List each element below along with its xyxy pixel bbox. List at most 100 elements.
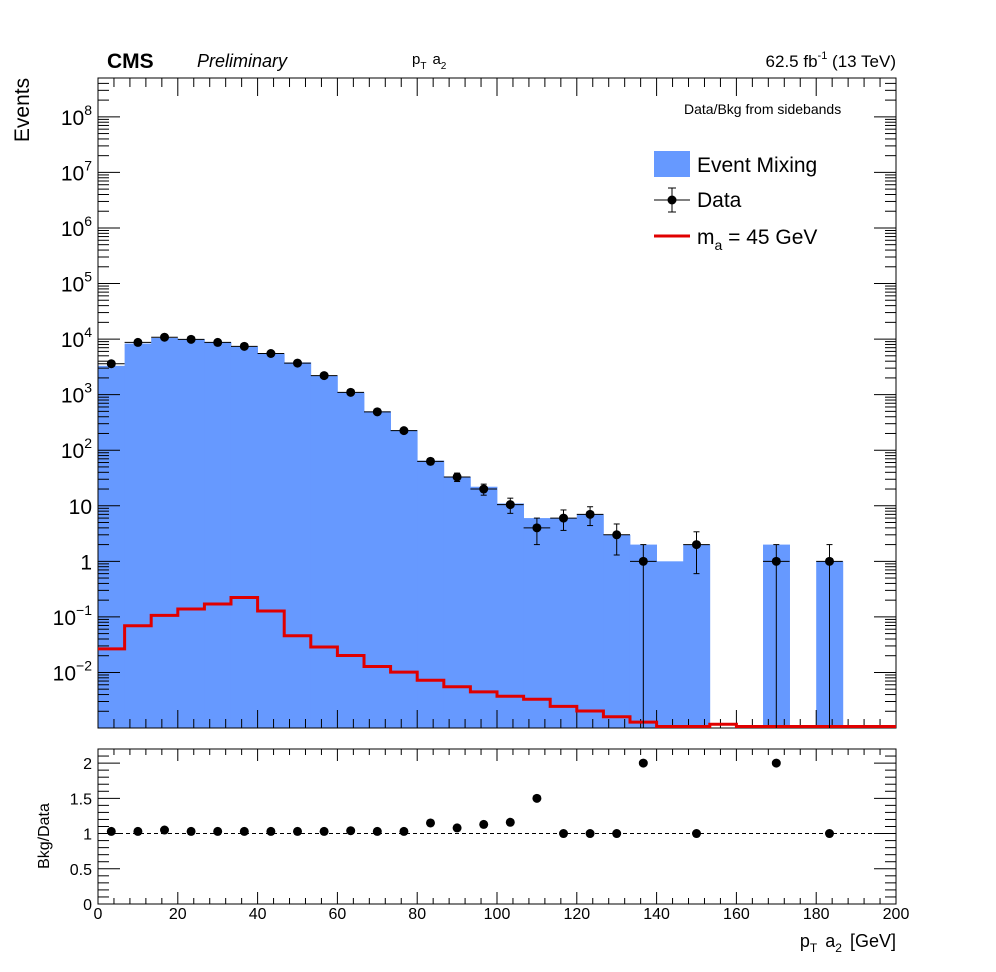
ratio-y-tick-label: 1	[83, 827, 92, 844]
y-tick-label: 1	[80, 551, 92, 574]
ratio-point	[559, 829, 569, 839]
data-marker	[160, 332, 170, 342]
data-marker	[399, 426, 409, 436]
mixing-bin	[656, 561, 684, 728]
data-point	[550, 509, 577, 531]
y-tick-label: 106	[61, 213, 92, 241]
legend: Event Mixing Data ma = 45 GeV	[654, 151, 817, 253]
ratio-y-tick-label: 0.5	[70, 862, 92, 879]
data-marker	[452, 472, 462, 482]
ratio-point	[585, 829, 595, 839]
ratio-x-tick-label: 160	[723, 906, 750, 923]
ratio-point	[425, 818, 435, 828]
data-point	[231, 341, 258, 351]
ratio-y-tick-label: 1.5	[70, 791, 92, 808]
data-marker	[612, 530, 622, 540]
ratio-plot-panel: 00.511.520 20 40 60 80 100 120 140 160 180 200Bkg/…	[36, 748, 910, 955]
lumi-label: 62.5 fb-1 (13 TeV)	[766, 50, 896, 71]
data-point	[177, 334, 205, 344]
mixing-bin	[390, 430, 418, 728]
data-marker	[479, 484, 489, 494]
ratio-frame	[97, 748, 897, 905]
data-point	[683, 531, 710, 575]
ratio-x-tick-label: 60	[329, 906, 347, 923]
data-marker	[213, 337, 223, 347]
main-y-axis-label: Events	[11, 78, 34, 142]
experiment-label: CMS	[107, 50, 154, 73]
mixing-bin	[470, 486, 498, 728]
legend-mixing-swatch	[654, 151, 690, 177]
data-point	[204, 337, 232, 347]
ratio-point	[106, 826, 116, 836]
status-label: Preliminary	[197, 51, 288, 71]
mixing-bin	[523, 518, 551, 728]
mixing-bin	[98, 365, 126, 728]
ratio-x-tick-label: 80	[408, 906, 426, 923]
data-point	[337, 387, 364, 397]
data-marker	[692, 540, 701, 550]
data-marker	[346, 387, 356, 397]
data-marker	[372, 407, 382, 417]
ratio-point	[532, 793, 542, 803]
legend-data-marker	[654, 187, 690, 213]
ratio-point	[505, 817, 515, 827]
y-tick-label: 102	[61, 435, 92, 463]
data-marker	[239, 341, 249, 351]
ratio-point	[133, 826, 143, 836]
data-point	[151, 332, 178, 342]
data-point	[443, 472, 471, 483]
data-marker	[559, 513, 569, 523]
ratio-point	[479, 819, 489, 829]
data-point	[816, 544, 843, 728]
data-marker	[319, 371, 329, 381]
mixing-bin	[497, 503, 525, 728]
y-tick-label: 10	[69, 496, 92, 519]
mixing-bin	[603, 534, 631, 728]
data-point	[496, 497, 524, 514]
ratio-point	[186, 826, 196, 836]
data-marker	[186, 334, 196, 344]
mixing-bin	[177, 339, 205, 728]
data-marker	[638, 556, 648, 566]
data-points	[97, 332, 843, 728]
y-tick-label: 104	[61, 324, 92, 352]
ratio-x-tick-label: 200	[883, 906, 910, 923]
data-point	[363, 407, 391, 417]
variable-title: pT a2	[412, 51, 447, 72]
data-point	[762, 544, 790, 728]
mixing-bin	[151, 337, 179, 728]
data-marker	[585, 509, 595, 519]
y-tick-label: 10−1	[53, 602, 93, 630]
y-tick-label: 10−2	[53, 657, 93, 685]
y-tick-label: 107	[61, 157, 92, 185]
main-x-ticks	[97, 78, 897, 728]
data-marker	[266, 349, 276, 359]
ratio-point	[692, 829, 701, 839]
data-point	[97, 359, 125, 369]
data-marker	[293, 358, 302, 368]
signal-line	[98, 595, 896, 728]
data-marker	[824, 556, 834, 566]
ratio-point	[771, 758, 781, 768]
ratio-point	[346, 826, 356, 836]
x-axis-label: pT a2 [GeV]	[800, 931, 896, 955]
ratio-x-tick-label: 100	[484, 906, 511, 923]
data-point	[603, 523, 631, 556]
mixing-bin	[310, 375, 338, 728]
ratio-x-tick-label: 40	[249, 906, 267, 923]
ratio-x-tick-label: 0	[94, 906, 103, 923]
ratio-point	[372, 826, 382, 836]
ratio-point	[399, 826, 409, 836]
mixing-bin	[257, 353, 285, 728]
ratio-x-tick-label: 20	[169, 906, 187, 923]
ratio-points	[106, 758, 834, 839]
data-point	[417, 456, 444, 466]
data-point	[523, 517, 551, 546]
data-point	[124, 337, 152, 347]
ratio-point	[824, 829, 834, 839]
sideband-annotation: Data/Bkg from sidebands	[684, 101, 841, 117]
ratio-y-tick-label: 2	[83, 756, 92, 773]
mixing-bin	[576, 514, 604, 728]
ratio-y-ticks	[98, 748, 896, 905]
